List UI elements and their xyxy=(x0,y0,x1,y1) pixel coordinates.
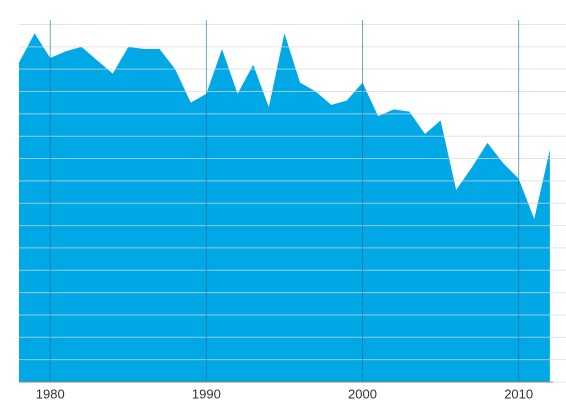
x-tick-label: 1990 xyxy=(192,386,221,401)
x-tick-label: 2010 xyxy=(504,386,533,401)
x-tick-label: 1980 xyxy=(36,386,65,401)
area xyxy=(19,33,550,382)
x-tick-label: 2000 xyxy=(348,386,377,401)
